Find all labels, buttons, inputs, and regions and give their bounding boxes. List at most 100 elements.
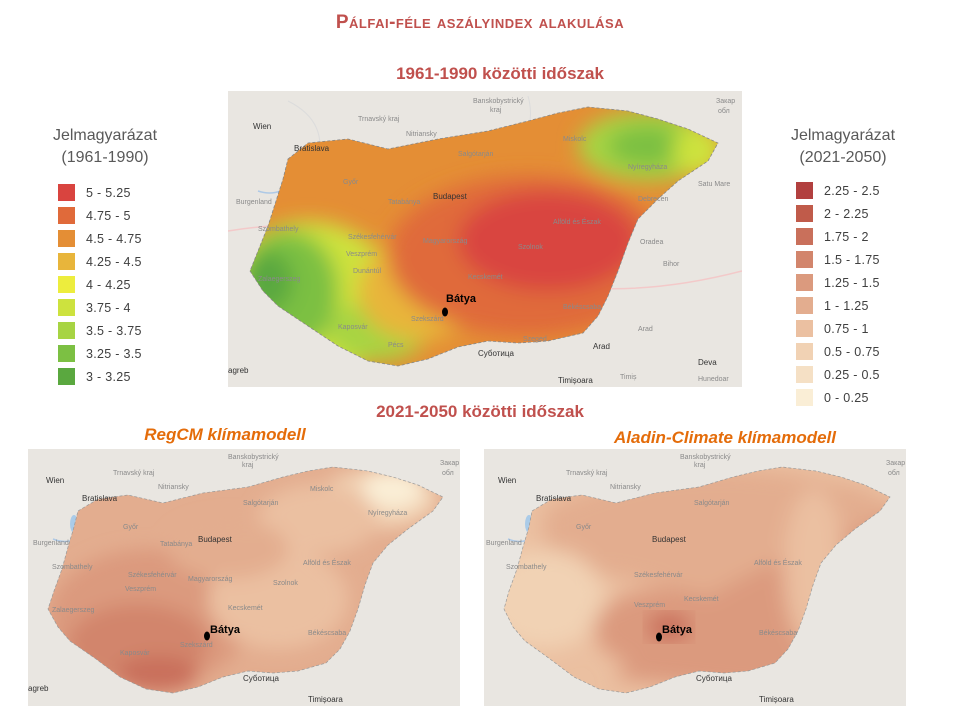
- legend-period: (2021-2050): [799, 149, 887, 166]
- map-label-szekszard: Szekszárd: [411, 316, 444, 323]
- map-label-budapest: Budapest: [198, 535, 233, 544]
- regcm-title: RegCM klímamodell: [144, 425, 306, 444]
- map-label-wien: Wien: [46, 476, 64, 485]
- aladin-title: Aladin-Climate klímamodell: [614, 428, 836, 447]
- legend-list: 5 - 5.25 4.75 - 5 4.5 - 4.75 4.25 - 4.5 4 - …: [58, 181, 180, 388]
- legend-item: 3.75 - 4: [58, 296, 180, 319]
- map-label-zagreb: agreb: [228, 366, 249, 375]
- legend-item: 1.25 - 1.5: [796, 271, 918, 294]
- legend-item: 1 - 1.25: [796, 294, 918, 317]
- legend-label: 4 - 4.25: [86, 277, 131, 292]
- legend-swatch: [796, 320, 813, 337]
- map-label-zalaegerszeg: Zalaegerszeg: [258, 276, 301, 283]
- legend-swatch: [796, 182, 813, 199]
- map-label-banskobystricky: Banskobystrický: [228, 454, 279, 461]
- legend-item: 5 - 5.25: [58, 181, 180, 204]
- map-label-tatabanya: Tatabánya: [160, 541, 192, 548]
- map-label-szombathely: Szombathely: [52, 564, 93, 571]
- map-label-obl: обл: [718, 107, 730, 115]
- map-aladin: Wien Bratislava Banskobystrický kraj Trn…: [484, 449, 906, 706]
- legend-item: 1.5 - 1.75: [796, 248, 918, 271]
- legend-swatch: [58, 345, 75, 362]
- legend-label: 4.5 - 4.75: [86, 231, 142, 246]
- legend-1961: Jelmagyarázat (1961-1990) 5 - 5.25 4.75 -…: [30, 125, 180, 388]
- legend-label: 2 - 2.25: [824, 206, 869, 221]
- legend-item: 2 - 2.25: [796, 202, 918, 225]
- legend-swatch: [58, 276, 75, 293]
- map-label-alfold: Alföld és Észak: [754, 558, 802, 567]
- legend-swatch: [58, 322, 75, 339]
- map-label-kaposvar: Kaposvár: [338, 324, 368, 331]
- legend-item: 3.5 - 3.75: [58, 319, 180, 342]
- legend-label: 1.5 - 1.75: [824, 252, 880, 267]
- legend-label: 3.75 - 4: [86, 300, 131, 315]
- map-label-bratislava: Bratislava: [294, 144, 330, 153]
- map-label-subotica: Суботица: [696, 674, 732, 683]
- map-label-szeged: Szeged: [523, 336, 547, 343]
- map-label-burgenland: Burgenland: [236, 199, 272, 206]
- legend-item: 3 - 3.25: [58, 365, 180, 388]
- map-label-kecskemet: Kecskemét: [468, 274, 503, 281]
- legend-label: 1 - 1.25: [824, 298, 869, 313]
- legend-swatch: [796, 343, 813, 360]
- map-label-tatabanya: Tatabánya: [388, 199, 420, 206]
- map-label-deva: Deva: [698, 358, 717, 367]
- legend-item: 0.5 - 0.75: [796, 340, 918, 363]
- legend-item: 4.25 - 4.5: [58, 250, 180, 273]
- map-label-gyor: Győr: [123, 524, 139, 531]
- legend-label: 4.75 - 5: [86, 208, 131, 223]
- map-label-nitriansky: Nitriansky: [610, 484, 641, 491]
- map-label-oradea: Oradea: [640, 239, 663, 246]
- map-label-szolnok: Szolnok: [273, 580, 298, 587]
- period-2021-title: 2021-2050 közötti időszak: [376, 402, 584, 421]
- map-label-debrecen: Debrecen: [638, 196, 668, 203]
- map-label-zagreb: agreb: [28, 684, 49, 693]
- map-label-alfold: Alföld és Észak: [303, 558, 351, 567]
- map-label-kraj: kraj: [490, 107, 502, 114]
- legend-label: 0 - 0.25: [824, 390, 869, 405]
- map-label-trnavsky: Trnavský kraj: [566, 470, 608, 477]
- legend-title: Jelmagyarázat: [790, 127, 896, 144]
- legend-item: 4 - 4.25: [58, 273, 180, 296]
- legend-swatch: [796, 205, 813, 222]
- map-label-szombathely: Szombathely: [258, 226, 299, 233]
- map-label-szombathely: Szombathely: [506, 564, 547, 571]
- map-label-veszprem: Veszprém: [125, 586, 156, 593]
- map-label-budapest: Budapest: [652, 535, 687, 544]
- legend-swatch: [58, 253, 75, 270]
- legend-title: Jelmagyarázat: [52, 127, 158, 144]
- legend-swatch: [58, 184, 75, 201]
- legend-label: 0.75 - 1: [824, 321, 869, 336]
- map-label-pecs: Pécs: [388, 342, 404, 349]
- legend-label: 0.5 - 0.75: [824, 344, 880, 359]
- legend-label: 0.25 - 0.5: [824, 367, 880, 382]
- map-label-szekesfehervar: Székesfehérvár: [634, 572, 683, 579]
- map-label-hunedoara: Hunedoar: [698, 376, 729, 383]
- batya-label: Bátya: [662, 624, 693, 636]
- legend-swatch: [796, 228, 813, 245]
- legend-2021: Jelmagyarázat (2021-2050) 2.25 - 2.5 2 - …: [768, 125, 918, 409]
- map-label-nitriansky: Nitriansky: [406, 131, 437, 138]
- map-label-dunantul: Dunántúl: [353, 268, 381, 275]
- legend-label: 5 - 5.25: [86, 185, 131, 200]
- legend-period: (1961-1990): [61, 149, 149, 166]
- legend-label: 3.25 - 3.5: [86, 346, 142, 361]
- map-label-obl: обл: [888, 469, 900, 477]
- map-label-nitriansky: Nitriansky: [158, 484, 189, 491]
- legend-swatch: [796, 389, 813, 406]
- map-label-timisoara: Timișoara: [558, 376, 593, 385]
- legend-swatch: [58, 299, 75, 316]
- batya-marker: [656, 632, 662, 642]
- legend-label: 4.25 - 4.5: [86, 254, 142, 269]
- map-label-banskobystricky: Banskobystrický: [680, 454, 731, 461]
- map-label-satu-mare: Satu Mare: [698, 181, 730, 188]
- map-label-veszprem: Veszprém: [634, 602, 665, 609]
- legend-item: 1.75 - 2: [796, 225, 918, 248]
- map-label-bekescsaba: Békéscsaba: [759, 630, 797, 637]
- map-label-banskobystricky: Banskobystrický: [473, 98, 524, 105]
- map-label-burgenland: Burgenland: [33, 540, 69, 547]
- legend-list: 2.25 - 2.5 2 - 2.25 1.75 - 2 1.5 - 1.75 1.25…: [796, 179, 918, 409]
- legend-label: 2.25 - 2.5: [824, 183, 880, 198]
- legend-item: 4.5 - 4.75: [58, 227, 180, 250]
- period-1961-title: 1961-1990 közötti időszak: [396, 64, 604, 83]
